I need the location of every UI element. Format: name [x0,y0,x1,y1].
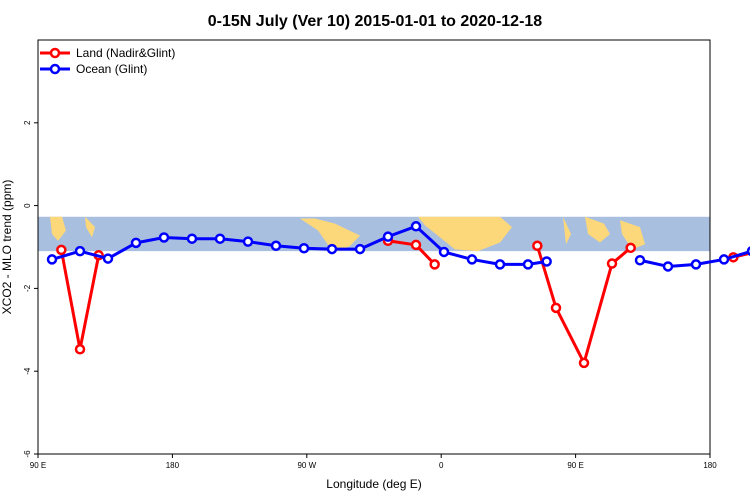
series-line [732,251,750,259]
y-tick-label: -6 [23,450,32,458]
y-tick-label: -4 [23,367,32,375]
data-point [550,302,562,314]
data-point [522,259,534,270]
legend-land-label: Land (Nadir&Glint) [76,46,175,60]
data-point [466,254,478,265]
land-shape [563,216,571,245]
series-land [56,235,750,369]
land-shape [300,218,360,252]
land-shape [418,216,512,252]
land-shape [85,216,95,238]
data-point [186,233,198,244]
data-point [46,254,58,265]
data-point [158,232,170,243]
data-point [74,344,86,355]
data-point [382,231,394,242]
data-point [326,243,338,255]
data-point [532,240,543,252]
x-tick-label: 0 [439,461,444,470]
data-point [102,253,114,264]
y-axis: -6 -4 -2 0 2 [23,120,38,458]
data-point [578,357,590,369]
map-band [38,216,710,252]
data-point [690,259,702,270]
land-shapes [50,216,645,252]
data-point [494,259,506,270]
data-point [410,221,422,232]
legend-land-marker [49,47,61,59]
data-point [298,242,310,254]
x-tick-label: 180 [703,461,717,470]
land-shape [50,216,66,241]
legend-ocean-marker [49,63,61,75]
data-point [625,242,636,254]
data-point [662,261,674,272]
land-shape [585,216,610,243]
legend-ocean-label: Ocean (Glint) [76,62,147,76]
data-point [410,239,422,251]
data-point [541,256,552,267]
series-ocean [46,221,750,272]
series-line [59,249,101,351]
data-point [634,254,646,266]
data-point [354,243,366,255]
data-point [130,237,142,249]
series-line [639,250,750,268]
data-point [214,233,226,244]
data-point [718,254,730,265]
x-tick-label: 180 [166,461,180,470]
x-axis-label: Longitude (deg E) [326,477,421,491]
x-tick-label: 90 W [297,461,316,470]
plot-frame [37,39,711,455]
x-axis: 90 E 180 90 W 0 90 E 180 [30,454,717,470]
y-tick-label: 2 [23,120,32,125]
data-point [56,244,67,256]
data-point [242,236,254,247]
y-tick-label: -2 [23,284,32,292]
series-layer [46,221,750,369]
data-point [438,246,450,258]
data-point [606,258,618,269]
x-tick-label: 90 E [567,461,583,470]
data-point [429,259,440,270]
legend: Land (Nadir&Glint) Ocean (Glint) [40,46,175,76]
data-point [270,240,282,252]
chart-title: 0-15N July (Ver 10) 2015-01-01 to 2020-1… [208,13,543,30]
y-axis-label: XCO2 - MLO trend (ppm) [0,180,14,315]
land-shape [620,220,645,250]
data-point [74,245,86,257]
y-tick-label: 0 [23,203,32,208]
x-tick-label: 90 E [30,461,46,470]
